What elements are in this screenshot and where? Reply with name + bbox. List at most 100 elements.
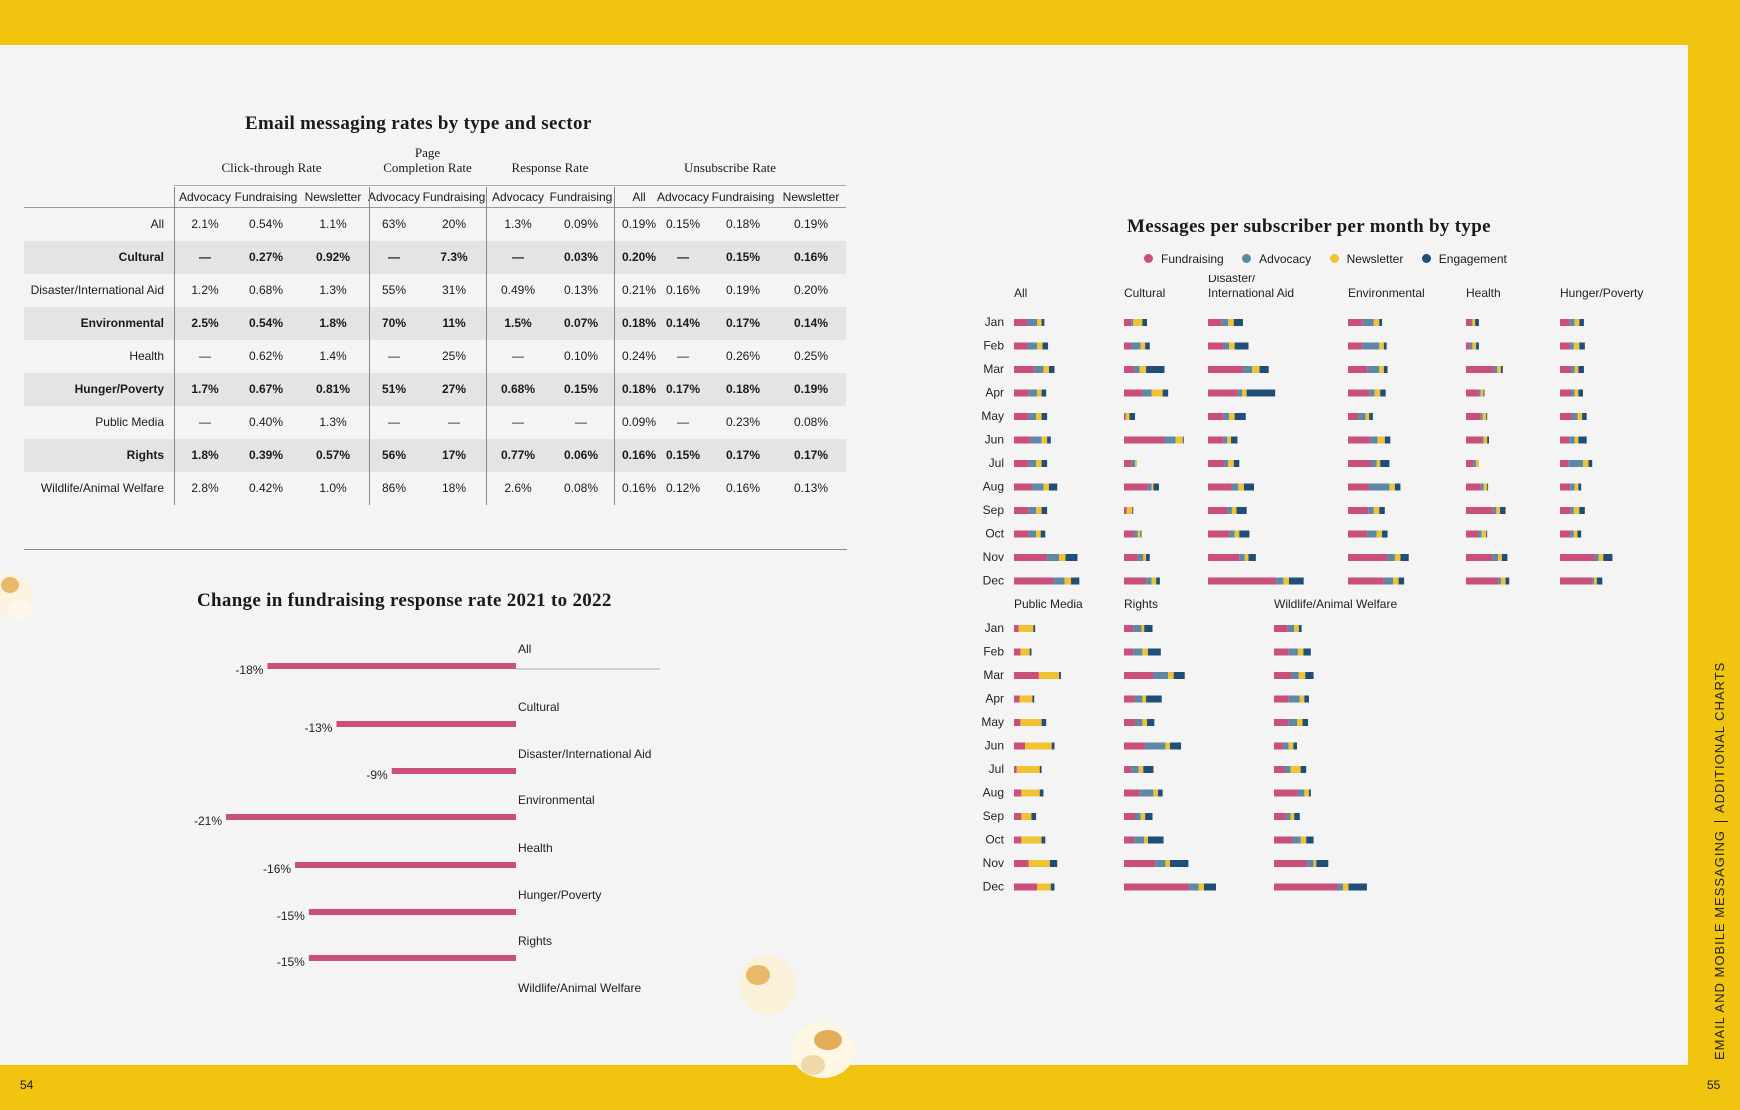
stacked-bar-segment xyxy=(1064,577,1072,585)
stacked-bar-segment xyxy=(1560,483,1571,491)
page-number-left: 54 xyxy=(20,1078,34,1092)
stacked-bar-segment xyxy=(1229,530,1235,538)
stacked-bar-segment xyxy=(1142,648,1148,656)
stacked-bar-segment xyxy=(1570,530,1574,538)
legend-label: Advocacy xyxy=(1259,251,1312,266)
stacked-bar-segment xyxy=(1373,507,1380,514)
stacked-bar-segment xyxy=(1473,460,1477,467)
row-label: Cultural xyxy=(118,250,164,264)
stacked-bar-segment xyxy=(1124,436,1165,444)
month-label: Oct xyxy=(985,833,1004,847)
table-cell: 0.68% xyxy=(248,283,284,297)
stacked-bar-segment xyxy=(1228,319,1234,326)
stacked-bar-segment xyxy=(1480,389,1484,397)
table-cell: 0.09% xyxy=(563,217,599,231)
popcorn-decoration xyxy=(0,573,32,620)
change-category-label: Hunger/Poverty xyxy=(518,888,601,902)
table-cell: 0.18% xyxy=(725,217,761,231)
stacked-bar-segment xyxy=(1165,742,1170,750)
stacked-bar-segment xyxy=(1369,483,1390,491)
stacked-bar-segment xyxy=(1476,460,1479,467)
stacked-bar-segment xyxy=(1466,460,1474,467)
table-cell: 17% xyxy=(441,448,467,462)
stacked-bar-segment xyxy=(1274,789,1298,797)
stacked-bar-segment xyxy=(1365,413,1370,420)
stacked-bar-segment xyxy=(1125,413,1130,420)
table-cell: 0.23% xyxy=(725,415,761,429)
stacked-bar-segment xyxy=(1208,413,1224,420)
stacked-bar-segment xyxy=(1124,625,1134,632)
table-cell: 0.10% xyxy=(563,349,599,363)
stacked-bar-segment xyxy=(1274,742,1284,750)
stacked-bar-segment xyxy=(1014,577,1054,585)
table-cell: 0.19% xyxy=(793,217,829,231)
section-label-part1: EMAIL AND MOBILE MESSAGING xyxy=(1712,830,1727,1060)
stacked-bar-segment xyxy=(1343,883,1349,891)
table-cell: 31% xyxy=(441,283,467,297)
change-category-label: Health xyxy=(518,841,553,855)
table-cell: 63% xyxy=(381,217,407,231)
stacked-bar-segment xyxy=(1274,648,1289,656)
column-group-label: Click-through Rate xyxy=(221,160,322,175)
column-subheader: Fundraising xyxy=(234,190,298,204)
table-cell: 0.15% xyxy=(563,382,599,396)
stacked-bar-segment xyxy=(1487,483,1489,491)
stacked-bar-segment xyxy=(1145,813,1153,820)
stacked-bar-segment xyxy=(1348,577,1384,585)
stacked-bar-segment xyxy=(1362,319,1374,326)
table-cell: 0.68% xyxy=(500,382,536,396)
stacked-bar-segment xyxy=(1480,413,1483,420)
stacked-bar-segment xyxy=(1594,554,1599,561)
table-row: Rights 1.8% 0.39% 0.57% 56% 17% 0.77% 0.06% 0.16… xyxy=(24,439,846,472)
change-value-label: -13% xyxy=(304,721,332,735)
table-cell: 0.54% xyxy=(248,316,284,330)
panel-label: Health xyxy=(1466,286,1501,300)
header-rule xyxy=(174,185,846,186)
stacked-bar-segment xyxy=(1059,554,1066,561)
stacked-bar-segment xyxy=(1021,813,1032,820)
stacked-bar-segment xyxy=(1243,483,1254,491)
stacked-bar-segment xyxy=(1147,719,1155,726)
stacked-bar-segment xyxy=(1288,719,1297,726)
column-divider xyxy=(614,187,615,505)
table-cell: 0.39% xyxy=(248,448,284,462)
stacked-bar-segment xyxy=(1133,319,1143,326)
stacked-bar-segment xyxy=(1285,766,1291,773)
stacked-bar-segment xyxy=(1578,389,1583,397)
stacked-bar-segment xyxy=(1466,413,1481,420)
stacked-bar-segment xyxy=(1274,625,1288,632)
table-cell: 0.16% xyxy=(621,481,657,495)
table-cell: 0.06% xyxy=(563,448,599,462)
stacked-bar-segment xyxy=(1014,366,1035,373)
month-label: Jun xyxy=(985,739,1004,753)
table-cell: 0.13% xyxy=(563,283,599,297)
row-label: Environmental xyxy=(80,316,164,330)
table-cell: 1.2% xyxy=(191,283,219,297)
stacked-bar-segment xyxy=(1259,366,1269,373)
stacked-bar-segment xyxy=(1276,577,1284,585)
table-cell: 0.20% xyxy=(621,250,657,264)
stacked-bar-segment xyxy=(1014,436,1031,444)
table-cell: 0.18% xyxy=(621,382,657,396)
stacked-bar-segment xyxy=(1124,719,1136,726)
stacked-bar-segment xyxy=(1065,554,1078,561)
change-bar xyxy=(267,663,516,669)
stacked-bar-segment xyxy=(1153,789,1159,797)
table-cell: 0.19% xyxy=(725,283,761,297)
column-subheader: Fundraising xyxy=(549,190,613,204)
stacked-bar-segment xyxy=(1571,366,1575,373)
stacked-bar-segment xyxy=(1574,389,1579,397)
stacked-bar-segment xyxy=(1382,530,1388,538)
stacked-bar-segment xyxy=(1043,366,1049,373)
stacked-bar-segment xyxy=(1308,789,1311,797)
month-label: Jul xyxy=(989,762,1004,776)
stacked-bar-segment xyxy=(1500,507,1506,514)
stacked-bar-segment xyxy=(1239,530,1250,538)
stacked-bar-segment xyxy=(1469,342,1473,350)
table-cell: 1.0% xyxy=(319,481,347,495)
stacked-bar-segment xyxy=(1014,719,1021,726)
stacked-bar-segment xyxy=(1019,695,1033,703)
table-cell: 1.3% xyxy=(319,283,347,297)
table-cell: 0.15% xyxy=(665,217,701,231)
change-bar xyxy=(308,909,516,915)
